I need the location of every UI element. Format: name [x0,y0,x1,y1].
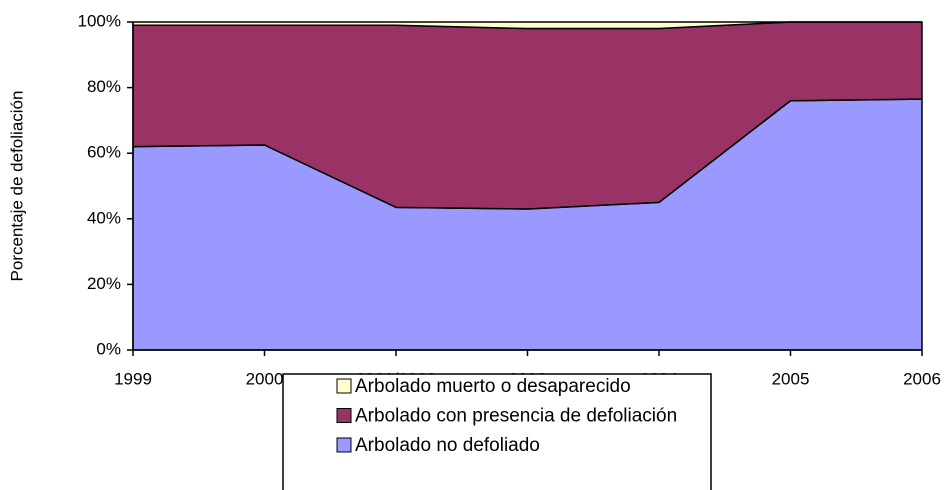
y-tick-label: 40% [87,208,121,227]
legend-label: Arbolado no defoliado [355,435,540,456]
y-tick-label: 60% [87,143,121,162]
legend-box [282,373,712,490]
x-tick-label: 2005 [772,369,810,388]
x-tick-label: 1999 [114,369,152,388]
legend-swatch [336,408,352,423]
legend-label: Arbolado muerto o desaparecido [355,376,631,397]
x-tick-label: 2000 [246,369,284,388]
x-tick-label: 2006 [903,369,941,388]
y-tick-label: 0% [96,339,121,358]
legend-label: Arbolado con presencia de defoliación [355,406,677,427]
area [132,21,923,30]
y-tick-label: 20% [87,274,121,293]
legend-swatch [336,437,352,453]
legend-swatch [336,378,352,394]
y-tick-label: 80% [87,77,121,96]
y-tick-label: 100% [78,11,121,30]
y-axis-label: Porcentaje de defoliación [7,91,26,282]
